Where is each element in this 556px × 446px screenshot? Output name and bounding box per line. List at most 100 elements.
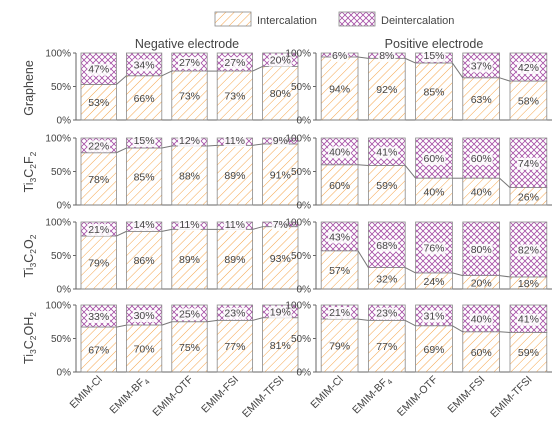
data-label-deintercalation: 30%	[134, 310, 155, 322]
row-label-part: C	[22, 254, 36, 263]
data-label-intercalation: 79%	[329, 341, 350, 353]
bar-intercalation	[171, 228, 208, 290]
bar-connector	[252, 65, 263, 72]
y-tick-label: 100%	[285, 49, 311, 60]
panel-r1-c1: 0% 50% 100% 60% 40% 59% 41% 40% 60% 40% 60% 26% 74%	[285, 134, 552, 212]
data-label-intercalation: 40%	[423, 187, 444, 199]
data-label-deintercalation: 25%	[179, 308, 200, 320]
data-label-backing	[268, 306, 292, 319]
row-label-part: C	[22, 340, 36, 349]
data-label-deintercalation: 47%	[88, 64, 109, 76]
panel-r0-c1: 0% 50% 100% 94% 6% 92% 8% 85% 15% 63% 37% 58% 42%	[285, 49, 552, 127]
bar-intercalation	[367, 320, 406, 373]
category-label: EMIM-Cl	[308, 374, 345, 411]
data-label-intercalation: 60%	[329, 180, 350, 192]
bar-intercalation	[216, 228, 254, 290]
data-label-intercalation: 63%	[471, 94, 492, 106]
data-label-deintercalation: 82%	[518, 244, 539, 256]
bar-connector	[499, 77, 511, 82]
data-label-backing	[469, 313, 493, 326]
data-label-backing	[375, 146, 399, 159]
y-tick-label: 0%	[297, 285, 312, 296]
panel-r2-c0: 0% 50% 100% 79% 21% 86% 14% 89% 11% 89% 11% 93% 7%	[45, 218, 303, 296]
bar-connector	[357, 250, 369, 268]
data-label-deintercalation: 76%	[423, 242, 444, 254]
data-label-intercalation: 69%	[423, 344, 444, 356]
row-label-ti3c2o2: Ti3​C2​O2​	[22, 234, 38, 277]
data-label-intercalation: 60%	[471, 347, 492, 359]
category-label: EMIM-OTF	[150, 374, 195, 419]
data-label-intercalation: 88%	[179, 171, 200, 183]
y-tick-label: 50%	[291, 251, 311, 262]
data-label-intercalation: 57%	[329, 265, 350, 277]
data-label-backing	[328, 231, 352, 244]
row-label-ti3c2f2: Ti3​C2​F2​	[22, 151, 38, 192]
y-tick-label: 50%	[51, 334, 71, 345]
data-label-deintercalation: 23%	[224, 308, 245, 320]
category-label-subscript: 4	[142, 377, 151, 386]
data-label-deintercalation: 21%	[329, 307, 350, 319]
data-label-intercalation: 89%	[224, 254, 245, 266]
y-tick-label: 100%	[285, 134, 311, 145]
y-tick-label: 50%	[51, 82, 71, 93]
bar-connector	[207, 319, 218, 323]
category-label-subscript: 4	[385, 377, 394, 386]
y-tick-label: 0%	[57, 201, 72, 212]
data-label-backing	[516, 157, 540, 170]
data-label-intercalation: 77%	[224, 341, 245, 353]
bar-intercalation	[171, 321, 208, 373]
data-label-backing	[469, 60, 493, 73]
legend-label-intercalation: Intercalation	[257, 15, 317, 27]
data-label-intercalation: 70%	[134, 344, 155, 356]
row-label-subscript: 2	[28, 312, 38, 317]
bar-connector	[499, 177, 511, 188]
data-label-intercalation: 59%	[518, 347, 539, 359]
data-label-intercalation: 85%	[423, 87, 444, 99]
column-title-negative: Negative electrode	[135, 37, 239, 51]
row-label-part: Ti	[22, 354, 36, 364]
y-tick-label: 0%	[57, 116, 72, 127]
bar-connector	[404, 267, 416, 274]
data-label-deintercalation: 40%	[471, 313, 492, 325]
panel-r0-c0: 0% 50% 100% 53% 47% 66% 34% 73% 27% 73% 27% 80% 20%	[45, 49, 303, 127]
data-label-deintercalation: 22%	[88, 140, 109, 152]
data-label-deintercalation: 74%	[518, 158, 539, 170]
data-label-backing	[516, 244, 540, 257]
data-label-intercalation: 59%	[376, 180, 397, 192]
bar-connector	[357, 164, 369, 166]
data-label-deintercalation: 31%	[423, 310, 444, 322]
category-label: EMIM-BF4	[350, 374, 394, 418]
bar-connector	[451, 62, 464, 79]
row-label-subscript: 3	[28, 177, 38, 182]
panel-r2-c1: 0% 50% 100% 57% 43% 32% 68% 24% 76% 20% 80% 18% 82%	[285, 218, 552, 296]
y-tick-label: 0%	[57, 285, 72, 296]
data-label-deintercalation: 14%	[134, 219, 155, 231]
category-label-base: EMIM-TFSI	[240, 374, 286, 420]
category-label-base: EMIM-BF	[107, 377, 147, 417]
data-label-backing	[223, 219, 247, 231]
data-label-intercalation: 81%	[270, 340, 291, 352]
data-label-intercalation: 26%	[518, 191, 539, 203]
row-label-part: O	[22, 239, 36, 249]
data-label-backing	[422, 242, 446, 255]
bar-connector	[252, 143, 263, 146]
data-label-deintercalation: 60%	[471, 153, 492, 165]
data-label-deintercalation: 33%	[88, 311, 109, 323]
data-label-deintercalation: 9%	[273, 135, 288, 147]
category-label-base: EMIM-OTF	[150, 374, 195, 419]
bar-connector	[452, 272, 463, 277]
data-label-intercalation: 91%	[270, 170, 291, 182]
data-label-backing	[87, 63, 111, 76]
row-label-ti3c2oh2: Ti3​C2​OH2​	[22, 312, 38, 364]
bar-connector	[405, 57, 416, 64]
row-label-part: Ti	[22, 268, 36, 278]
data-label-intercalation: 40%	[471, 187, 492, 199]
category-label-base: EMIM-TFSI	[488, 374, 534, 420]
bar-connector	[404, 319, 416, 327]
y-tick-label: 100%	[285, 301, 311, 312]
bar-intercalation	[509, 80, 548, 121]
bar-connector	[252, 317, 263, 321]
bar-connector	[116, 75, 127, 85]
data-label-backing	[516, 313, 540, 326]
